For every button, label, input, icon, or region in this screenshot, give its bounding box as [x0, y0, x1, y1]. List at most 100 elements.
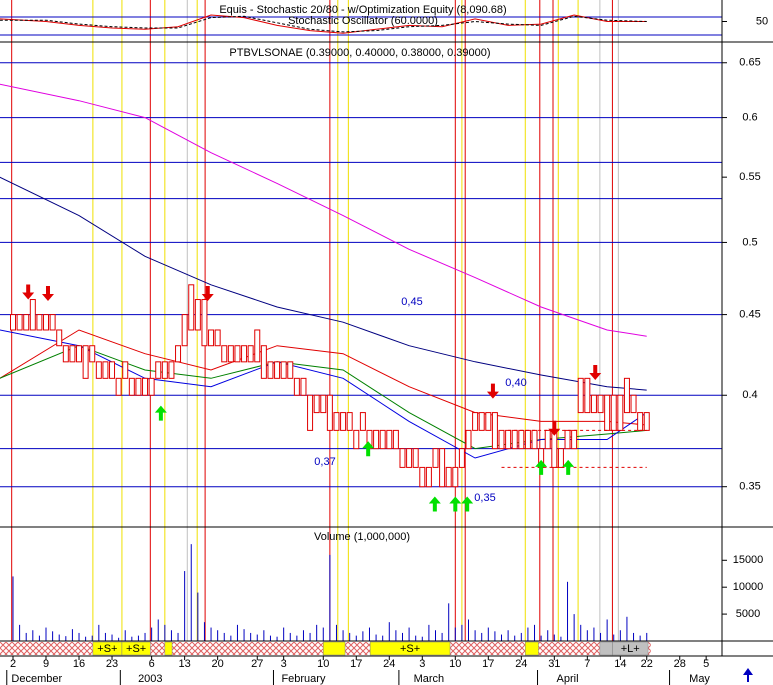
- x-tick-label: 5: [703, 658, 709, 670]
- price-bar: [610, 394, 617, 431]
- price-bar: [115, 377, 122, 396]
- stoch-subtitle: Stochastic Oscillator (60.0000): [288, 15, 438, 27]
- price-bar: [452, 466, 459, 488]
- price-bar: [109, 361, 116, 379]
- sell-arrow: [201, 286, 214, 302]
- price-bar: [293, 377, 300, 396]
- price-bar: [518, 429, 525, 450]
- price-bar: [544, 429, 551, 450]
- price-bar: [399, 448, 406, 468]
- y-tick-label: 0.35: [739, 481, 760, 493]
- price-bar: [637, 412, 644, 431]
- x-tick-label: 28: [674, 658, 686, 670]
- price-bar: [49, 314, 56, 331]
- price-bar: [89, 345, 96, 363]
- sell-arrow: [41, 286, 54, 302]
- price-bar: [234, 345, 241, 363]
- price-bar: [300, 377, 307, 396]
- price-bar: [419, 466, 426, 488]
- price-bar: [175, 345, 182, 363]
- price-bar: [62, 345, 69, 363]
- stoch-line: [0, 15, 647, 33]
- x-tick-label: 9: [43, 658, 49, 670]
- price-bar: [69, 345, 76, 363]
- price-bar: [386, 429, 393, 450]
- x-tick-label: 3: [281, 658, 287, 670]
- month-label: December: [11, 673, 62, 685]
- price-bar: [76, 345, 83, 363]
- price-bar: [439, 448, 446, 488]
- stoch-title: Equis - Stochastic 20/80 - w/Optimizatio…: [219, 4, 506, 16]
- price-bar: [458, 448, 465, 468]
- y-tick-label: 0.4: [742, 389, 757, 401]
- price-bar: [511, 429, 518, 450]
- price-bar: [498, 429, 505, 450]
- month-label: 2003: [138, 673, 162, 685]
- strip-segment: [525, 641, 539, 656]
- x-tick-label: 14: [614, 658, 626, 670]
- buy-arrow: [428, 496, 441, 512]
- price-bar: [161, 361, 168, 379]
- price-bar: [142, 377, 149, 396]
- price-bar: [188, 284, 195, 331]
- sell-arrow: [548, 420, 561, 436]
- price-bar: [564, 429, 571, 450]
- strip-segment: [323, 641, 346, 656]
- scroll-arrow[interactable]: [743, 668, 753, 682]
- price-bar: [531, 429, 538, 450]
- strip-label: +S+: [97, 643, 117, 655]
- price-bar: [267, 361, 274, 379]
- price-bar: [148, 377, 155, 396]
- x-tick-label: 13: [179, 658, 191, 670]
- sell-arrow: [486, 383, 499, 399]
- price-bar: [590, 394, 597, 414]
- price-bar: [155, 361, 162, 379]
- price-bar: [82, 345, 89, 379]
- price-bar: [557, 448, 564, 468]
- price-bar: [432, 448, 439, 468]
- price-bar: [56, 329, 63, 347]
- stoch-line: [0, 14, 647, 34]
- x-tick-label: 3: [419, 658, 425, 670]
- price-bar: [485, 412, 492, 431]
- price-bar: [280, 361, 287, 379]
- price-bar: [597, 394, 604, 414]
- y-tick-label: 0.6: [742, 111, 757, 123]
- strip-label: +S+: [126, 643, 146, 655]
- price-bar: [260, 345, 267, 379]
- price-bar: [373, 429, 380, 450]
- price-bar: [168, 361, 175, 379]
- x-tick-label: 27: [251, 658, 263, 670]
- buy-arrow: [562, 459, 575, 475]
- price-bar: [274, 361, 281, 379]
- y-tick-label: 0.45: [739, 308, 760, 320]
- price-bar: [584, 377, 591, 414]
- price-bar: [465, 429, 472, 450]
- volume-title: Volume (1,000,000): [314, 531, 410, 543]
- price-bar: [254, 329, 261, 363]
- price-bar: [227, 345, 234, 363]
- price-bar: [36, 314, 43, 331]
- annotation: 0,40: [505, 377, 526, 389]
- y-tick-label: 10000: [733, 581, 764, 593]
- strip-segment: [164, 641, 173, 656]
- price-bar: [10, 314, 17, 331]
- price-bar: [412, 448, 419, 468]
- y-tick-label: 0.5: [742, 236, 757, 248]
- x-tick-label: 20: [212, 658, 224, 670]
- y-tick-label: 15000: [733, 554, 764, 566]
- price-bar: [221, 345, 228, 363]
- y-tick-label: 5000: [736, 608, 760, 620]
- x-tick-label: 10: [317, 658, 329, 670]
- price-bar: [201, 299, 208, 347]
- price-bar: [643, 412, 650, 431]
- price-bar: [604, 394, 611, 431]
- price-bar: [122, 361, 129, 379]
- price-bar: [214, 329, 221, 347]
- price-bar: [241, 345, 248, 363]
- y-tick-label: 0.55: [739, 171, 760, 183]
- price-bar: [16, 314, 23, 331]
- price-bar: [617, 394, 624, 431]
- buy-arrow: [362, 441, 375, 457]
